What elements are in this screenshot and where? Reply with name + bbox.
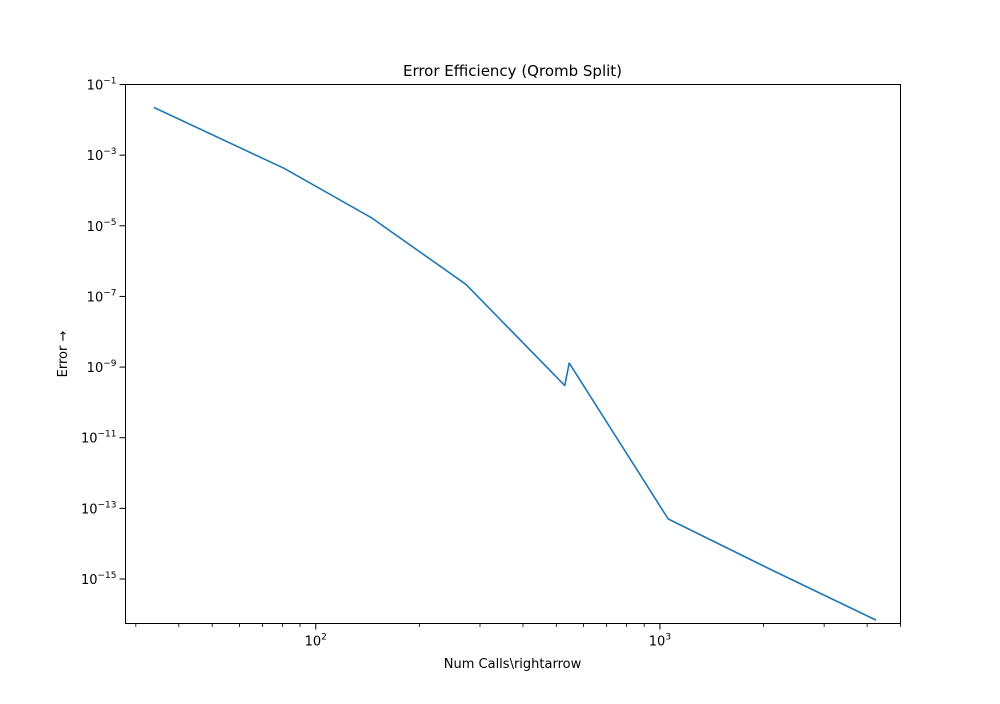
x-tick-label: 103 [649,633,671,650]
y-tick-label: 10−5 [87,218,117,235]
series-line [153,106,877,621]
chart-title: Error Efficiency (Qromb Split) [403,62,622,80]
x-axis-label: Num Calls\rightarrow [444,657,582,672]
y-tick-label: 10−13 [81,500,117,517]
y-tick-label: 10−7 [87,288,117,305]
y-tick-label: 10−11 [81,430,117,447]
plot-frame [125,84,901,624]
y-tick-label: 10−9 [87,359,117,376]
x-tick-label: 102 [305,633,327,650]
y-axis-label: Error → [56,331,71,378]
y-tick-label: 10−15 [81,571,117,588]
y-tick-label: 10−3 [87,147,117,164]
plot-layer: 102 103 10−1 10−3 10−5 10−7 10−9 10−11 10−13 10−1… [81,77,901,650]
y-tick-label: 10−1 [87,77,117,94]
